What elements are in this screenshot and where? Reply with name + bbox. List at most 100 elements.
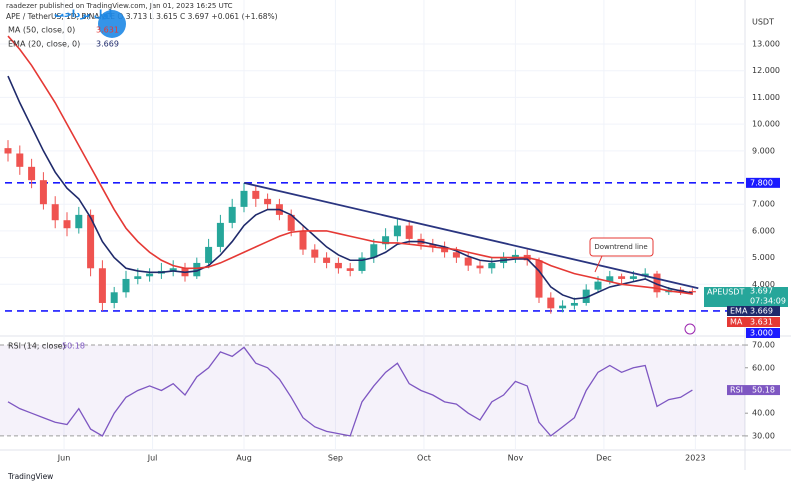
annotation: Downtrend line (594, 243, 647, 251)
candle-body (511, 254, 519, 258)
rsi-box-value: 50.18 (752, 386, 775, 395)
x-tick-label: Jul (147, 454, 158, 463)
x-tick-label: Aug (236, 454, 252, 463)
candle-body (618, 276, 626, 279)
candle-body (429, 244, 437, 247)
candle-body (334, 262, 342, 269)
candle-body (228, 206, 236, 223)
y-tick-label: 6.000 (752, 226, 775, 235)
annotation-pointer (594, 255, 603, 273)
candle-body (559, 305, 567, 309)
indicator-legend: EMA (20, close, 0) (8, 40, 80, 49)
rsi-box-bg (727, 385, 780, 396)
ma-line (7, 75, 693, 300)
ma-box: EMA 3.669 (727, 306, 780, 316)
candle-body (370, 244, 378, 258)
rsi-tick-label: 40.00 (752, 409, 775, 418)
candle-body (39, 180, 47, 205)
rsi-legend: RSI (14, close) (8, 342, 66, 351)
candle-body (63, 220, 71, 229)
indicator-value: 3.631 (96, 26, 119, 35)
ma-line (7, 35, 693, 295)
ma-box-bg (727, 306, 780, 316)
x-tick-label: Jun (57, 454, 71, 463)
candle-body (382, 236, 390, 245)
rsi-tick-label: 30.00 (752, 431, 775, 440)
candle-body (393, 225, 401, 237)
annotation-box (589, 237, 654, 257)
x-tick-label: Dec (596, 454, 611, 463)
candle-body (240, 190, 248, 207)
candle-body (606, 276, 614, 282)
candle-body (28, 166, 36, 181)
candle-body (653, 273, 661, 293)
x-tick-label: Sep (328, 454, 343, 463)
candle-body (688, 290, 696, 293)
rsi-box-name: RSI (730, 386, 743, 395)
rsi-tick-label: 70.00 (752, 341, 775, 350)
candle-body (146, 273, 154, 277)
candle-body (452, 252, 460, 258)
y-tick-label: 12.000 (752, 66, 780, 75)
candle-body (441, 246, 449, 253)
candle-body (323, 257, 331, 263)
watermark-text: اول پرداخت (54, 9, 112, 20)
level-label: 3.000 (750, 329, 773, 338)
candle-body (16, 153, 24, 167)
indicator-value: 3.669 (96, 40, 119, 49)
x-tick-label: 2023 (685, 454, 705, 463)
y-tick-label: 5.000 (752, 253, 775, 262)
candle-body (488, 262, 496, 269)
candle-body (299, 230, 307, 250)
candle-body (311, 249, 319, 258)
candle-body (216, 222, 224, 247)
last-price: 3.697 (750, 287, 773, 296)
ma-box-bg (727, 317, 780, 327)
candle-body (98, 268, 106, 303)
candle-body (594, 281, 602, 290)
price-box-bg (704, 287, 788, 307)
rsi-tick-label: 60.00 (752, 363, 775, 372)
y-tick-label: 9.000 (752, 146, 775, 155)
candle-body (169, 268, 177, 271)
candle-body (51, 204, 59, 221)
candle-body (405, 225, 413, 239)
trendline (243, 181, 699, 290)
candle-body (476, 265, 484, 269)
candle-body (252, 190, 260, 199)
candle-body (287, 214, 295, 231)
rsi-line (7, 346, 693, 437)
candle-body (582, 289, 590, 303)
replay-icon (684, 323, 696, 335)
candle-body (547, 297, 555, 309)
watermark: اول پرداخت (54, 9, 126, 38)
candle-body (122, 278, 130, 293)
rsi-legend-value: 50.18 (62, 342, 85, 351)
candle-body (134, 276, 142, 279)
level-box (746, 177, 780, 188)
candle-body (110, 292, 118, 303)
ma-box: MA 3.631 (727, 317, 780, 327)
currency: USDT (752, 18, 774, 27)
ma-box-value: 3.669 (750, 307, 773, 316)
ma-box-name: EMA (730, 307, 748, 316)
candle-body (629, 276, 637, 279)
rsi-band (0, 345, 745, 436)
y-tick-label: 7.000 (752, 200, 775, 209)
candle-body (464, 257, 472, 266)
x-tick-label: Oct (417, 454, 431, 463)
symbol-line: APE / TetherUS, 1D, BINANCE O 3.713 L 3.… (6, 12, 278, 21)
published: raadezer published on TradingView.com, J… (6, 2, 233, 10)
candle-body (346, 268, 354, 271)
symbol: APEUSDT (707, 288, 744, 297)
candle-body (75, 214, 83, 229)
countdown: 07:34:09 (750, 297, 786, 306)
candle-body (535, 260, 543, 298)
candle-body (4, 148, 12, 154)
candle-body (641, 273, 649, 277)
indicator-legend: MA (50, close, 0) (8, 26, 75, 35)
level-box (746, 328, 780, 338)
candle-body (205, 246, 213, 263)
ma-box-name: MA (730, 318, 743, 327)
